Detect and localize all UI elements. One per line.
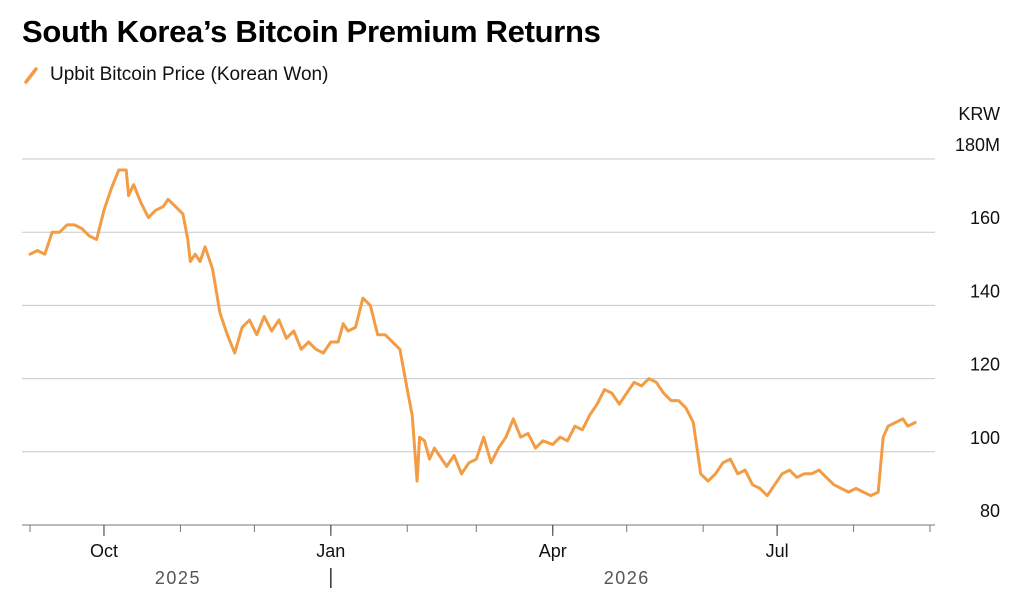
chart-title: South Korea’s Bitcoin Premium Returns	[22, 14, 601, 49]
y-tick-label-140: 140	[970, 281, 1000, 301]
series-line-0	[28, 168, 917, 498]
year-label-2026: 2026	[604, 568, 650, 588]
y-tick-label-120: 120	[970, 355, 1000, 375]
legend-label: Upbit Bitcoin Price (Korean Won)	[50, 64, 329, 85]
x-tick-label-jan: Jan	[316, 541, 345, 561]
y-tick-label-180: 180M	[955, 135, 1000, 155]
y-tick-label-80: 80	[980, 501, 1000, 521]
y-axis-unit: KRW	[958, 104, 1000, 124]
x-tick-label-oct: Oct	[90, 541, 118, 561]
y-tick-label-100: 100	[970, 428, 1000, 448]
y-tick-label-160: 160	[970, 208, 1000, 228]
x-tick-label-apr: Apr	[539, 541, 567, 561]
x-tick-label-jul: Jul	[766, 541, 789, 561]
legend: Upbit Bitcoin Price (Korean Won)	[22, 64, 328, 86]
legend-line-icon	[24, 67, 38, 84]
year-label-2025: 2025	[155, 568, 201, 588]
